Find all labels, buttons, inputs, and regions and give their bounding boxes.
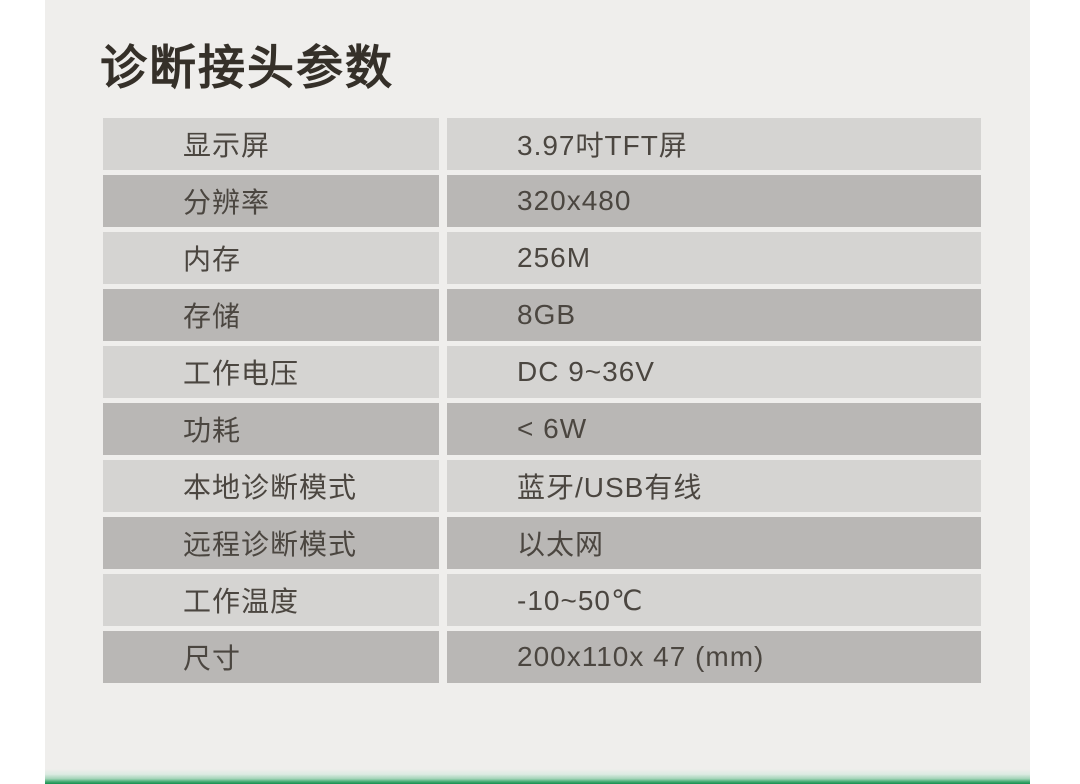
bottom-accent-bar <box>45 769 1030 784</box>
table-row: 本地诊断模式 蓝牙/USB有线 <box>103 460 981 512</box>
spec-label-cell: 工作温度 <box>103 574 439 626</box>
spec-value-cell: 8GB <box>447 289 981 341</box>
content-panel: 诊断接头参数 显示屏 3.97吋TFT屏 分辨率 320x480 内存 256M… <box>45 0 1030 784</box>
spec-label-cell: 显示屏 <box>103 118 439 170</box>
spec-value-cell: 256M <box>447 232 981 284</box>
spec-label-cell: 功耗 <box>103 403 439 455</box>
table-row: 分辨率 320x480 <box>103 175 981 227</box>
spec-value-cell: < 6W <box>447 403 981 455</box>
spec-label-cell: 内存 <box>103 232 439 284</box>
table-row: 内存 256M <box>103 232 981 284</box>
spec-label-cell: 存储 <box>103 289 439 341</box>
table-row: 尺寸 200x110x 47 (mm) <box>103 631 981 683</box>
spec-label-cell: 远程诊断模式 <box>103 517 439 569</box>
spec-value-cell: -10~50℃ <box>447 574 981 626</box>
spec-label-cell: 工作电压 <box>103 346 439 398</box>
spec-value-cell: 以太网 <box>447 517 981 569</box>
table-row: 远程诊断模式 以太网 <box>103 517 981 569</box>
table-row: 工作电压 DC 9~36V <box>103 346 981 398</box>
table-row: 显示屏 3.97吋TFT屏 <box>103 118 981 170</box>
spec-label-cell: 尺寸 <box>103 631 439 683</box>
table-row: 功耗 < 6W <box>103 403 981 455</box>
spec-table: 显示屏 3.97吋TFT屏 分辨率 320x480 内存 256M 存储 8GB… <box>103 118 981 688</box>
spec-value-cell: 3.97吋TFT屏 <box>447 118 981 170</box>
spec-value-cell: 200x110x 47 (mm) <box>447 631 981 683</box>
spec-label-cell: 分辨率 <box>103 175 439 227</box>
spec-value-cell: 蓝牙/USB有线 <box>447 460 981 512</box>
spec-value-cell: 320x480 <box>447 175 981 227</box>
table-row: 工作温度 -10~50℃ <box>103 574 981 626</box>
spec-label-cell: 本地诊断模式 <box>103 460 439 512</box>
table-row: 存储 8GB <box>103 289 981 341</box>
page-title: 诊断接头参数 <box>100 41 394 94</box>
spec-value-cell: DC 9~36V <box>447 346 981 398</box>
